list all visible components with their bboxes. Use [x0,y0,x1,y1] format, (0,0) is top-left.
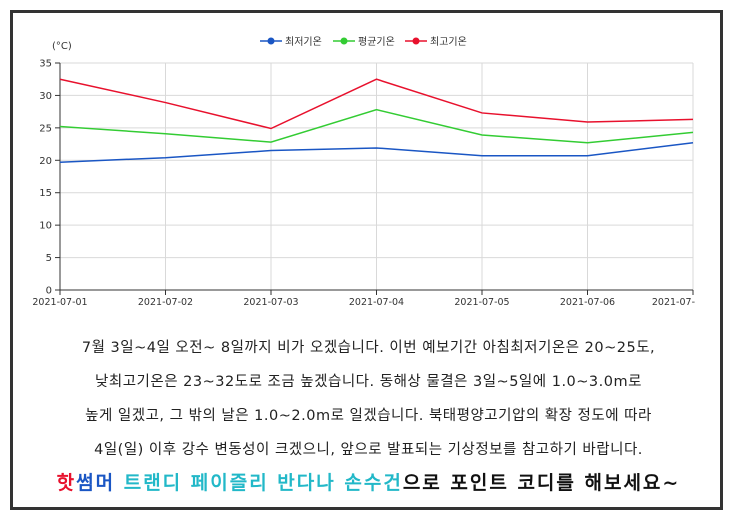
promo-segment-3: 트랜디 페이즐리 반다나 손수건 [123,472,403,494]
y-tick-label: 10 [39,221,52,232]
legend-label: 최고기온 [430,36,467,48]
legend-label: 평균기온 [358,36,395,48]
grid [60,62,694,290]
legend[interactable]: 최저기온 평균기온 최고기온 [260,36,467,48]
forecast-line-2: 낮최고기온은 23~32도로 조금 높겠습니다. 동해상 물결은 3일~5일에 … [95,374,642,390]
promo-banner: 핫썸머 트랜디 페이즐리 반다나 손수건으로 포인트 코디를 해보세요~ [14,468,723,495]
y-unit-label: (°C) [52,41,72,52]
legend-item-2[interactable]: 최고기온 [405,36,467,48]
x-tick-label: 2021-07-03 [243,297,298,308]
x-tick-label: 2021-07- [652,297,695,308]
line-chart: (°C) 0 5 10 15 20 25 30 35 2021-07-01 2021-07-02… [32,36,695,308]
y-ticks: 0 5 10 15 20 25 30 35 [39,59,60,297]
y-tick-label: 20 [39,156,52,167]
y-tick-label: 0 [46,286,52,297]
x-ticks: 2021-07-01 2021-07-02 2021-07-03 2021-07-04… [32,290,695,308]
forecast-line-3: 높게 일겠고, 그 밖의 날은 1.0~2.0m로 일겠습니다. 북태평양고기압… [85,408,652,424]
legend-item-1[interactable]: 평균기온 [333,36,395,48]
promo-segment-2: 머 [95,472,124,494]
y-tick-label: 35 [39,59,52,70]
x-tick-label: 2021-07-02 [138,297,193,308]
series-line-0 [59,142,694,163]
promo-segment-4: 으로 포인트 코디를 해보세요~ [402,472,681,494]
legend-marker [267,37,275,45]
promo-segment-1: 썸 [76,472,96,494]
promo-segment-0: 핫 [56,472,77,494]
legend-marker [340,37,348,45]
y-tick-label: 5 [46,253,52,264]
series-line-1 [59,108,694,144]
y-tick-label: 30 [39,91,52,102]
legend-item-0[interactable]: 최저기온 [260,36,322,48]
x-tick-label: 2021-07-04 [349,297,404,308]
forecast-line-4: 4일(일) 이후 강수 변동성이 크겠으니, 앞으로 발표되는 기상정보를 참고… [94,442,643,458]
x-tick-label: 2021-07-05 [454,297,509,308]
series-line-2 [59,78,694,130]
frame [10,10,723,510]
series-lines [59,78,694,163]
y-tick-label: 15 [39,188,52,199]
forecast-line-1: 7월 3일~4일 오전~ 8일까지 비가 오겠습니다. 이번 예보기간 아침최저… [81,340,656,356]
x-tick-label: 2021-07-01 [32,297,87,308]
legend-marker [412,37,420,45]
legend-label: 최저기온 [285,36,322,48]
y-tick-label: 25 [39,123,52,134]
x-tick-label: 2021-07-06 [560,297,615,308]
